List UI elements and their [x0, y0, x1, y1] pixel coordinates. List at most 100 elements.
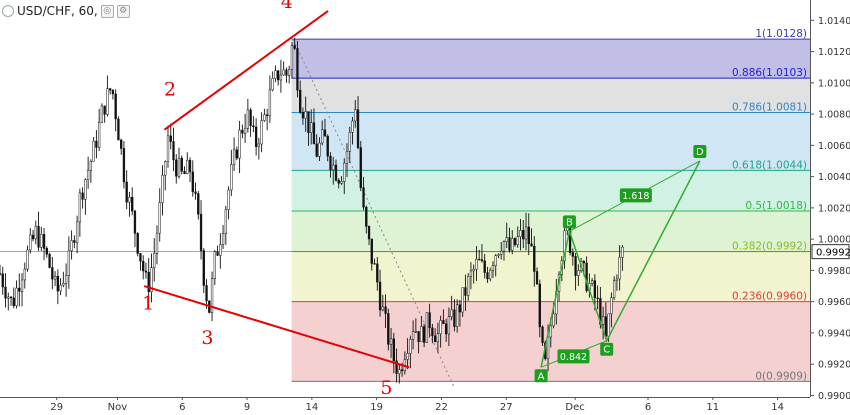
last-price-badge [811, 244, 850, 260]
x-tick-label: Dec [565, 402, 584, 413]
y-tick-label: 1.0060 [818, 141, 850, 152]
candle-body [20, 279, 24, 292]
candle-body [475, 258, 478, 270]
point-b-label: B [566, 217, 573, 228]
candle-body [51, 267, 54, 280]
candle-body [610, 297, 613, 315]
fib-zone [291, 211, 811, 252]
candle-body [618, 257, 621, 280]
candle-body [109, 88, 112, 91]
candle-body [585, 262, 588, 292]
x-tick-label: 29 [50, 402, 63, 413]
candle-body [221, 233, 225, 245]
candle-body [505, 237, 508, 242]
candle-body [395, 360, 398, 374]
candle-body [428, 312, 431, 329]
candle-body [260, 120, 263, 145]
candle-body [26, 249, 29, 270]
fib-trend-line [292, 38, 455, 387]
y-tick-label: 1.0140 [818, 16, 850, 27]
candle-body [381, 306, 384, 311]
candle-body [9, 296, 13, 299]
candle-body [469, 270, 473, 277]
candle-body [392, 338, 395, 362]
y-tick-label: 0.9920 [818, 360, 850, 371]
candle-body [45, 248, 48, 255]
candle-body [359, 147, 362, 188]
candle-body [48, 253, 51, 268]
candle-body [425, 312, 429, 343]
fib-level-label: 0.786(1.0081) [732, 102, 807, 114]
candle-body [274, 70, 277, 79]
candle-body [315, 143, 318, 157]
y-tick-label: 0.9940 [818, 328, 850, 339]
fib-level-label: 0(0.9909) [755, 370, 807, 382]
candle-body [95, 140, 98, 148]
eye-icon[interactable]: ◎ [100, 4, 114, 18]
candle-body [458, 304, 462, 313]
fib-zone [291, 112, 811, 171]
candle-body [188, 160, 192, 173]
symbol-title: USD/CHF, 60, [17, 4, 98, 18]
candle-body [604, 316, 608, 337]
y-tick-label: 1.0020 [818, 203, 850, 214]
point-c-label: C [603, 345, 610, 356]
candle-body [533, 245, 536, 272]
candle-body [444, 323, 448, 335]
candle-body [464, 287, 467, 296]
y-tick-label: 0.9960 [818, 297, 850, 308]
candle-body [508, 237, 511, 251]
point-d-marker [693, 144, 707, 158]
point-c-marker [600, 342, 614, 356]
candle-body [56, 275, 59, 292]
candle-body [312, 122, 316, 145]
candle-body [293, 45, 296, 49]
candle-body [516, 236, 519, 246]
candle-body [7, 296, 10, 299]
wave-label-2: 2 [164, 78, 176, 100]
fib-zone [291, 170, 811, 212]
settings-icon[interactable]: ⚙ [116, 4, 130, 18]
candle-body [367, 226, 371, 240]
candle-body [230, 164, 233, 191]
candle-body [480, 259, 484, 262]
candle-body [81, 192, 84, 200]
ratio-badge [557, 349, 590, 364]
chart-header: USD/CHF, 60, ◎ ⚙ [2, 4, 130, 18]
candle-body [103, 105, 106, 115]
candle-body [114, 93, 117, 120]
candle-body [254, 126, 258, 147]
wave-label-3: 3 [201, 327, 213, 349]
candle-body [433, 335, 437, 343]
candle-body [541, 326, 544, 343]
candle-body [318, 142, 321, 157]
candle-body [136, 233, 139, 254]
candle-body [323, 129, 327, 137]
candle-body [70, 240, 73, 252]
candle-body [406, 353, 409, 360]
candle-body [100, 105, 104, 123]
candle-body [409, 339, 412, 354]
candle-body [494, 255, 497, 266]
candle-body [0, 273, 2, 275]
candle-body [241, 129, 244, 134]
candle-body [271, 78, 274, 91]
candle-body [78, 192, 82, 223]
x-tick-label: Nov [108, 402, 128, 413]
candle-body [400, 369, 404, 372]
candle-body [571, 252, 574, 257]
candle-body [15, 287, 18, 307]
candle-body [329, 155, 332, 171]
candle-body [596, 297, 599, 299]
ratio-label: 1.618 [622, 191, 649, 202]
y-tick-label: 1.0100 [818, 78, 850, 89]
candle-body [500, 250, 503, 255]
candle-body [384, 306, 387, 314]
fib-level-label: 0.5(1.0018) [745, 200, 807, 212]
candle-body [89, 160, 93, 171]
candle-body [417, 331, 420, 342]
candle-body [527, 226, 530, 245]
fib-level-label: 0.618(1.0044) [732, 159, 807, 171]
